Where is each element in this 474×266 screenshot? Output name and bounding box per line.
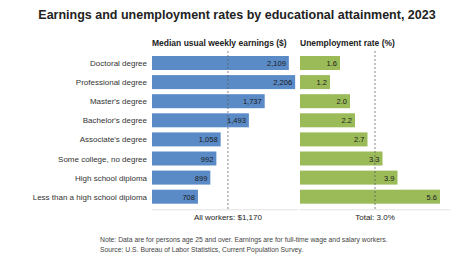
bar	[152, 171, 210, 185]
note: Note: Data are for persons age 25 and ov…	[100, 236, 388, 244]
data-label: 3.9	[384, 174, 394, 183]
axis-line	[152, 209, 298, 210]
data-label: 5.6	[427, 193, 437, 202]
category-label: Less than a high school diploma	[33, 193, 148, 202]
category-label: Master's degree	[90, 97, 148, 106]
bar	[300, 75, 330, 89]
bar	[300, 171, 398, 185]
data-label: 1,493	[227, 116, 246, 125]
bar	[300, 56, 340, 70]
axis-line	[300, 209, 450, 210]
bar	[152, 56, 289, 70]
bar	[152, 152, 216, 166]
reference-label: Total: 3.0%	[355, 213, 395, 222]
bars	[152, 56, 295, 204]
data-label: 2,206	[273, 78, 292, 87]
reference-line	[375, 51, 376, 211]
source: Source: U.S. Bureau of Labor Statistics,…	[100, 246, 303, 254]
data-label: 899	[195, 174, 208, 183]
reference-label: All workers: $1,170	[194, 213, 263, 222]
bar	[300, 132, 368, 146]
bar	[152, 190, 198, 204]
bar	[152, 75, 295, 89]
category-label: Professional degree	[76, 78, 148, 87]
data-label: 708	[182, 193, 195, 202]
panel-title: Median usual weekly earnings ($)	[152, 38, 287, 48]
data-label: 2.2	[342, 116, 352, 125]
data-label: 3.3	[369, 155, 379, 164]
bars	[300, 56, 440, 204]
data-label: 1,737	[243, 97, 262, 106]
data-label: 1.2	[317, 78, 327, 87]
chart-root: Earnings and unemployment rates by educa…	[0, 0, 474, 266]
category-label: Associate's degree	[80, 135, 148, 144]
panel-title: Unemployment rate (%)	[300, 38, 395, 48]
data-label: 992	[201, 155, 214, 164]
bar	[300, 113, 355, 127]
data-label: 2,109	[267, 59, 286, 68]
bar	[152, 132, 221, 146]
data-label: 1.6	[327, 59, 337, 68]
data-label: 2.7	[354, 135, 364, 144]
data-label: 1,058	[199, 135, 218, 144]
bar	[152, 113, 249, 127]
bar	[152, 94, 265, 108]
data-label: 2.0	[337, 97, 347, 106]
category-label: Bachelor's degree	[83, 116, 148, 125]
title: Earnings and unemployment rates by educa…	[38, 8, 435, 22]
category-label: Doctoral degree	[90, 59, 147, 68]
reference-line	[227, 51, 228, 211]
bar	[300, 152, 383, 166]
bar	[300, 94, 350, 108]
category-label: High school diploma	[75, 174, 148, 183]
bar	[300, 190, 440, 204]
category-label: Some college, no degree	[58, 155, 148, 164]
